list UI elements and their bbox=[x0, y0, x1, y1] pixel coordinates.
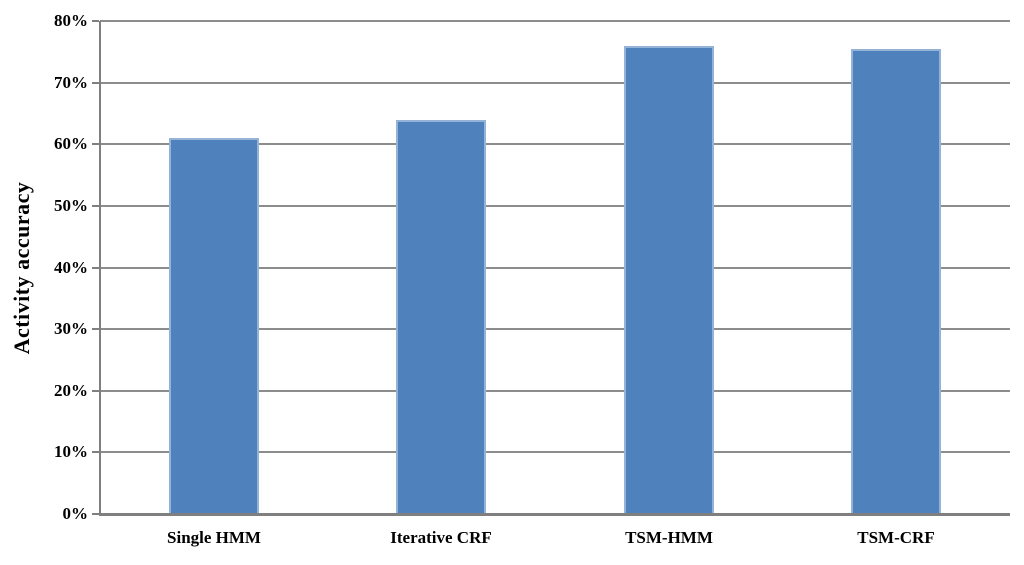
y-tick-label: 30% bbox=[54, 319, 88, 338]
gridline bbox=[100, 328, 1010, 330]
y-tick-label: 10% bbox=[54, 442, 88, 461]
y-axis-tick bbox=[92, 20, 99, 22]
y-tick-label: 0% bbox=[62, 504, 89, 523]
y-axis-tick bbox=[92, 143, 99, 145]
gridline bbox=[100, 205, 1010, 207]
bar bbox=[624, 46, 714, 514]
y-axis-line bbox=[99, 21, 101, 514]
gridline bbox=[100, 82, 1010, 84]
y-tick-label: 70% bbox=[54, 73, 88, 92]
y-tick-label: 60% bbox=[54, 134, 88, 153]
y-axis-tick bbox=[92, 451, 99, 453]
x-category-label: Single HMM bbox=[167, 528, 261, 547]
y-tick-label: 80% bbox=[54, 11, 88, 30]
gridline bbox=[100, 451, 1010, 453]
gridline bbox=[100, 267, 1010, 269]
y-tick-label: 50% bbox=[54, 196, 88, 215]
gridline bbox=[100, 20, 1010, 22]
y-axis-tick bbox=[92, 390, 99, 392]
y-axis-tick bbox=[92, 267, 99, 269]
gridline bbox=[100, 390, 1010, 392]
y-axis-tick bbox=[92, 328, 99, 330]
gridline bbox=[100, 143, 1010, 145]
x-category-label: Iterative CRF bbox=[390, 528, 492, 547]
y-axis-tick bbox=[92, 82, 99, 84]
bar bbox=[169, 138, 259, 514]
x-axis-line bbox=[99, 513, 1010, 516]
x-category-label: TSM-HMM bbox=[625, 528, 713, 547]
y-tick-label: 40% bbox=[54, 258, 88, 277]
x-category-label: TSM-CRF bbox=[857, 528, 935, 547]
y-tick-label: 20% bbox=[54, 381, 88, 400]
bar bbox=[396, 120, 486, 514]
y-axis-tick bbox=[92, 513, 99, 515]
y-axis-tick bbox=[92, 205, 99, 207]
bar bbox=[851, 49, 941, 514]
